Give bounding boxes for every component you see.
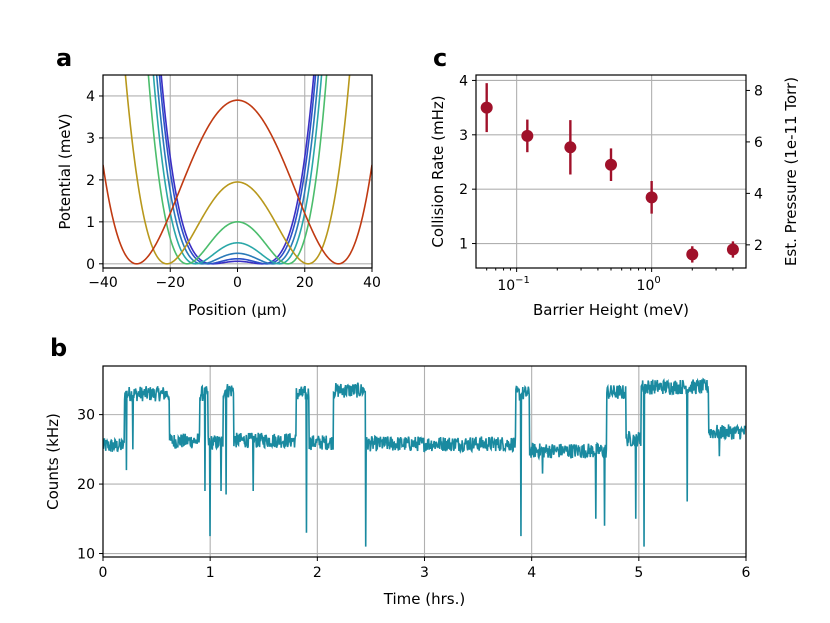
- panel-b-xtick-label: 3: [420, 565, 429, 581]
- panel-c-ytick-right-label: 4: [754, 186, 763, 202]
- panel-b-ytick-label: 10: [77, 547, 95, 563]
- panel-c-ylabel: Collision Rate (mHz): [429, 95, 447, 247]
- panel-c-xtick-base: 10: [637, 278, 655, 294]
- panel-a-chart: −40 −20 0 20 40 0 1 2 3 4 Position (μm) Potential (…: [56, 74, 381, 319]
- panel-b-xtick-label: 0: [99, 565, 108, 581]
- panel-a-series-line: [147, 75, 328, 265]
- panel-c-data-point: [686, 248, 699, 261]
- panel-a-series-line: [124, 75, 351, 265]
- panel-a-xtick-label: 20: [296, 275, 314, 291]
- panel-c-data-point: [605, 158, 617, 171]
- panel-c-data-point: [564, 141, 577, 154]
- panel-b-ytick-label: 30: [77, 408, 95, 424]
- panel-b-xtick-label: 5: [634, 565, 643, 581]
- panel-c-xtick-exponent: 0: [654, 275, 660, 286]
- panel-a-ytick-label: 1: [86, 215, 95, 231]
- panel-c-ytick-right-label: 2: [754, 238, 763, 254]
- panel-a-xtick-label: 40: [363, 275, 381, 291]
- panel-b-xtick-label: 1: [206, 565, 215, 581]
- panel-a-series-line: [160, 75, 315, 265]
- panel-b-series-line: [103, 377, 746, 547]
- panel-a-ytick-label: 0: [86, 257, 95, 273]
- panel-b-xlabel: Time (hrs.): [383, 590, 465, 608]
- panel-c-data-point: [645, 191, 658, 204]
- panel-a-series-line: [152, 75, 323, 265]
- panel-a-ytick-label: 4: [86, 89, 95, 105]
- panel-b-xtick-label: 4: [527, 565, 536, 581]
- panel-b-ylabel: Counts (kHz): [44, 413, 62, 510]
- panel-c-xlabel: Barrier Height (meV): [533, 301, 689, 319]
- panel-a-xlabel: Position (μm): [188, 301, 287, 319]
- panel-a-ylabel: Potential (meV): [56, 113, 74, 229]
- panel-a-xtick-label: −20: [155, 275, 185, 291]
- panel-c-frame: [475, 74, 747, 269]
- panel-c-xtick-label: 100: [637, 275, 661, 294]
- panel-c-data-point: [521, 129, 534, 142]
- panel-c-xtick-label: 10−1: [497, 275, 530, 294]
- panel-b-frame: [102, 365, 747, 558]
- panel-c-ytick-label: 2: [459, 182, 468, 198]
- panel-c-ylabel-right: Est. Pressure (1e-11 Torr): [782, 77, 800, 266]
- panel-c-data-point: [726, 243, 739, 256]
- panel-c-ytick-right-label: 8: [754, 83, 763, 99]
- panel-label-b: b: [50, 334, 67, 362]
- panel-a-frame: [102, 74, 373, 269]
- panel-c-ytick-right-label: 6: [754, 135, 763, 151]
- panel-a-series-line: [155, 75, 320, 265]
- panel-c-xtick-base: 10: [497, 278, 515, 294]
- panel-b-chart: 0 1 2 3 4 5 6 10 20 30 Time (hrs.) Counts (kHz): [44, 365, 751, 608]
- panel-b-xtick-label: 2: [313, 565, 322, 581]
- panel-c-ytick-label: 4: [459, 73, 468, 89]
- panel-b-ytick-label: 20: [77, 477, 95, 493]
- panel-c-ytick-label: 1: [459, 237, 468, 253]
- panel-b-xtick-label: 6: [742, 565, 751, 581]
- panel-c-xtick-exponent: −1: [515, 275, 530, 286]
- panel-c-data-point: [480, 101, 493, 114]
- panel-label-a: a: [56, 44, 72, 72]
- panel-a-ytick-label: 3: [86, 131, 95, 147]
- panel-a-xtick-label: 0: [233, 275, 242, 291]
- panel-a-curves: [103, 75, 372, 265]
- panel-a-series-line: [103, 99, 372, 265]
- panel-label-c: c: [433, 44, 447, 72]
- panel-a-xtick-label: −40: [88, 275, 118, 291]
- panel-c-ytick-label: 3: [459, 128, 468, 144]
- panel-a-series-line: [158, 75, 317, 265]
- panel-a-ytick-label: 2: [86, 173, 95, 189]
